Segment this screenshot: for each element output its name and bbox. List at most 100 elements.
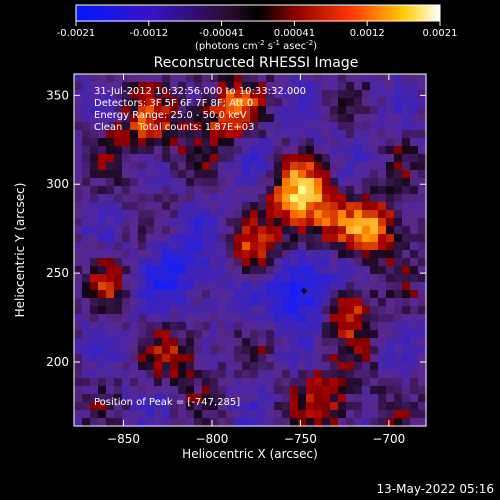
heatmap-cell	[386, 98, 395, 107]
heatmap-cell	[266, 202, 275, 211]
heatmap-cell	[274, 410, 283, 419]
heatmap-cell	[314, 226, 323, 235]
heatmap-cell	[130, 138, 139, 147]
heatmap-cell	[178, 146, 187, 155]
heatmap-cell	[202, 178, 211, 187]
heatmap-cell	[378, 418, 387, 427]
heatmap-cell	[322, 298, 331, 307]
heatmap-cell	[298, 266, 307, 275]
heatmap-cell	[282, 282, 291, 291]
heatmap-cell	[74, 386, 83, 395]
heatmap-cell	[138, 322, 147, 331]
heatmap-cell	[402, 98, 411, 107]
heatmap-cell	[338, 354, 347, 363]
heatmap-cell	[146, 226, 155, 235]
heatmap-cell	[194, 202, 203, 211]
heatmap-cell	[258, 194, 267, 203]
heatmap-cell	[274, 210, 283, 219]
heatmap-cell	[378, 362, 387, 371]
heatmap-cell	[258, 130, 267, 139]
heatmap-cell	[250, 354, 259, 363]
heatmap-cell	[114, 378, 123, 387]
heatmap-cell	[154, 154, 163, 163]
heatmap-cell	[162, 290, 171, 299]
heatmap-cell	[186, 202, 195, 211]
heatmap-cell	[122, 386, 131, 395]
heatmap-cell	[178, 322, 187, 331]
heatmap-cell	[114, 210, 123, 219]
heatmap-cell	[394, 346, 403, 355]
heatmap-cell	[90, 378, 99, 387]
heatmap-cell	[362, 114, 371, 123]
heatmap-cell	[186, 162, 195, 171]
heatmap-cell	[266, 354, 275, 363]
heatmap-cell	[178, 162, 187, 171]
heatmap-cell	[234, 394, 243, 403]
heatmap-cell	[322, 154, 331, 163]
heatmap-cell	[354, 234, 363, 243]
heatmap-cell	[258, 170, 267, 179]
heatmap-cell	[178, 242, 187, 251]
heatmap-cell	[210, 410, 219, 419]
heatmap-cell	[210, 154, 219, 163]
heatmap-cell	[282, 130, 291, 139]
heatmap-cell	[346, 170, 355, 179]
heatmap-cell	[202, 106, 211, 115]
heatmap-cell	[274, 226, 283, 235]
heatmap-cell	[162, 170, 171, 179]
heatmap-cell	[402, 346, 411, 355]
heatmap-cell	[114, 122, 123, 131]
heatmap-cell	[250, 90, 259, 99]
heatmap-cell	[314, 314, 323, 323]
heatmap-cell	[194, 378, 203, 387]
heatmap-cell	[242, 298, 251, 307]
heatmap-cell	[154, 234, 163, 243]
heatmap-cell	[258, 202, 267, 211]
heatmap-cell	[274, 82, 283, 91]
heatmap-cell	[210, 122, 219, 131]
heatmap-cell	[402, 186, 411, 195]
heatmap-cell	[106, 282, 115, 291]
heatmap-cell	[82, 330, 91, 339]
heatmap-cell	[178, 170, 187, 179]
heatmap-cell	[402, 122, 411, 131]
heatmap-cell	[114, 106, 123, 115]
heatmap-cell	[346, 394, 355, 403]
heatmap-cell	[314, 394, 323, 403]
heatmap-cell	[250, 98, 259, 107]
heatmap-cell	[186, 314, 195, 323]
heatmap-cell	[194, 290, 203, 299]
colorbar	[75, 4, 441, 22]
heatmap-cell	[322, 266, 331, 275]
heatmap-cell	[114, 178, 123, 187]
heatmap-cell	[162, 322, 171, 331]
heatmap-cell	[234, 378, 243, 387]
heatmap-cell	[330, 402, 339, 411]
heatmap-cell	[418, 82, 427, 91]
heatmap-cell	[122, 282, 131, 291]
heatmap-cell	[74, 346, 83, 355]
heatmap-cell	[290, 242, 299, 251]
heatmap-cell	[250, 314, 259, 323]
heatmap-cell	[306, 234, 315, 243]
heatmap-cell	[194, 402, 203, 411]
heatmap-cell	[122, 178, 131, 187]
heatmap-cell	[354, 226, 363, 235]
heatmap-cell	[154, 186, 163, 195]
heatmap-cell	[130, 186, 139, 195]
heatmap-cell	[82, 210, 91, 219]
heatmap-cell	[378, 298, 387, 307]
heatmap-cell	[82, 170, 91, 179]
heatmap-cell	[106, 82, 115, 91]
heatmap-cell	[226, 90, 235, 99]
heatmap-cell	[178, 362, 187, 371]
heatmap-cell	[362, 242, 371, 251]
heatmap-cell	[410, 394, 419, 403]
heatmap-cell	[410, 306, 419, 315]
heatmap-cell	[314, 410, 323, 419]
heatmap-cell	[306, 322, 315, 331]
heatmap-cell	[202, 202, 211, 211]
heatmap-cell	[130, 146, 139, 155]
heatmap-cell	[90, 186, 99, 195]
heatmap-cell	[394, 122, 403, 131]
